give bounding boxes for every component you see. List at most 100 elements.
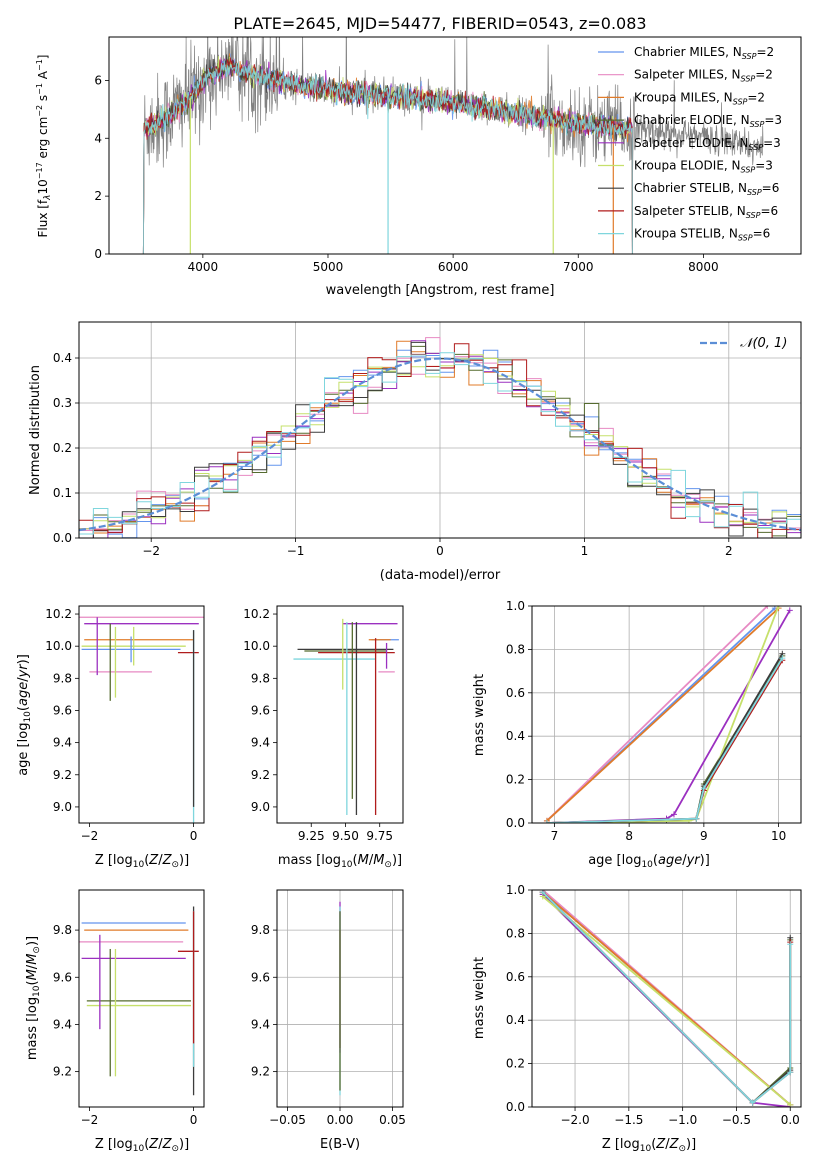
axis-ticks: 7 8 9 10 0.0 0.2 0.4 0.6 0.8 1.0 (506, 599, 786, 843)
legend-label: Chabrier MILES, NSSP=2 (634, 45, 774, 61)
y-tick-label: 0.1 (53, 486, 72, 500)
y-tick-label: 0.6 (506, 686, 525, 700)
plot-area (293, 618, 399, 815)
y-tick-label: 9.8 (53, 671, 72, 685)
mass-weight-line (542, 895, 791, 1106)
axis-ticks: −2 −1 0 1 2 0.0 0.1 0.2 0.3 0.4 (53, 351, 733, 558)
y-tick-label: 9.4 (251, 1017, 270, 1031)
axis-ticks: 9.25 9.50 9.75 9.0 9.2 9.4 9.6 9.8 10.0 10.2 (243, 607, 393, 843)
svg-text:Z [log10(Z/Z⊙)]: Z [log10(Z/Z⊙)] (602, 1137, 696, 1154)
svg-text:mass [log10(M/M⊙)]: mass [log10(M/M⊙)] (25, 936, 42, 1060)
x-tick-label: −0.5 (722, 1113, 751, 1127)
svg-text:age [log10(age/yr)]: age [log10(age/yr)] (16, 654, 33, 776)
legend-label: Kroupa ELODIE, NSSP=3 (634, 159, 773, 175)
y-tick-label: 0.2 (53, 441, 72, 455)
y-tick-label: 9.8 (251, 671, 270, 685)
plot-area (543, 606, 793, 823)
spectrum-xlabel: wavelength [Angstrom, rest frame] (326, 283, 555, 298)
y-tick-label: 9.4 (251, 736, 270, 750)
y-tick-label: 0.4 (506, 1013, 525, 1027)
svg-text:mass [log10(M/M⊙)]: mass [log10(M/M⊙)] (278, 853, 402, 870)
mass-weight-marker (693, 815, 700, 822)
legend-subscript: SSP (733, 97, 748, 106)
legend-value: =2 (755, 68, 773, 82)
legend-label: Salpeter STELIB, NSSP=6 (634, 204, 778, 220)
mass-weight-marker (787, 941, 794, 948)
x-tick-label: 9.50 (332, 829, 359, 843)
axes-frame (276, 605, 404, 824)
y-tick-label: 1.0 (506, 883, 525, 897)
mass-weight-marker (700, 785, 707, 792)
spectrum-ylabel: Flux [fλ10−17 erg cm−2 s−1 A−1] (35, 55, 53, 238)
y-tick-label: 2 (94, 189, 102, 203)
legend-label: Chabrier STELIB, NSSP=6 (634, 181, 779, 197)
y-tick-label: 0.0 (53, 531, 72, 545)
x-tick-label: −1.5 (614, 1113, 643, 1127)
x-tick-label: −1.0 (668, 1113, 697, 1127)
legend-label: Kroupa MILES, NSSP=2 (634, 90, 765, 106)
legend-value: =2 (747, 90, 765, 104)
x-tick-label: 5000 (313, 260, 344, 274)
y-tick-label: 0.2 (506, 1057, 525, 1071)
y-tick-label: 0.4 (506, 729, 525, 743)
y-tick-label: 0.2 (506, 773, 525, 787)
y-tick-label: 9.4 (53, 736, 72, 750)
residual-histogram-step (79, 352, 801, 535)
y-tick-label: 6 (94, 73, 102, 87)
legend-subscript: SSP (742, 52, 757, 61)
axes-frame (531, 889, 802, 1108)
legend-value: =3 (763, 136, 781, 150)
mass-weight-line (546, 657, 784, 823)
legend-value: =6 (760, 204, 778, 218)
y-tick-label: 0.0 (506, 1100, 525, 1114)
x-tick-label: 9.25 (298, 829, 325, 843)
y-tick-label: 9.2 (251, 768, 270, 782)
y-tick-label: 10.0 (45, 639, 72, 653)
mass-weight-marker (787, 1069, 794, 1076)
x-tick-label: 0 (436, 544, 444, 558)
residual-histogram-panel: −2 −1 0 1 2 0.0 0.1 0.2 0.3 0.4 𝒩(0, 1) (53, 321, 802, 558)
age-vs-mass-panel: 9.25 9.50 9.75 9.0 9.2 9.4 9.6 9.8 10.0 10.2 (243, 605, 404, 843)
y-tick-label: 0.3 (53, 396, 72, 410)
legend-value: =3 (764, 113, 782, 127)
svg-text:Z [log10(Z/Z⊙)]: Z [log10(Z/Z⊙)] (95, 1137, 189, 1154)
residual-xlabel: (data-model)/error (380, 568, 501, 583)
mass-weight-marker (670, 811, 677, 818)
x-tick-label: 0.0 (781, 1113, 800, 1127)
svg-text:mass weight: mass weight (472, 957, 487, 1039)
svg-text:age [log10(age/yr)]: age [log10(age/yr)] (588, 853, 710, 870)
x-tick-label: 8 (625, 829, 633, 843)
mass-weight-marker (764, 606, 771, 609)
axis-ticks: −2 0 9.0 9.2 9.4 9.6 9.8 10.0 10.2 (45, 607, 197, 843)
errorbar-point (81, 626, 186, 666)
x-tick-label: 0 (190, 1113, 198, 1127)
svg-text:Normed distribution: Normed distribution (28, 365, 43, 495)
residual-ylabel: Normed distribution (28, 365, 43, 495)
x-tick-label: 8000 (688, 260, 719, 274)
weight-vs-metallicity-panel: −2.0 −1.5 −1.0 −0.5 0.0 0.0 0.2 0.4 0.6 0.8 1.0 (506, 883, 802, 1127)
y-tick-label: 0.0 (506, 816, 525, 830)
mE-xlabel: E(B-V) (320, 1137, 360, 1152)
legend-label: Salpeter MILES, NSSP=2 (634, 68, 773, 84)
y-tick-label: 1.0 (506, 599, 525, 613)
observed-spectrum-line (143, 37, 764, 173)
mass-vs-metallicity-panel: −2 0 9.2 9.4 9.6 9.8 (53, 889, 205, 1127)
x-tick-label: 4000 (188, 260, 219, 274)
y-tick-label: 10.2 (45, 607, 72, 621)
y-tick-label: 9.4 (53, 1017, 72, 1031)
axes-frame (78, 321, 802, 539)
plot-area (79, 616, 204, 823)
svg-text:Flux [fλ10−17 erg cm−2 s−1 A−1: Flux [fλ10−17 erg cm−2 s−1 A−1] (35, 55, 53, 238)
axes-frame (78, 605, 205, 824)
y-tick-label: 9.8 (53, 923, 72, 937)
spectrum-panel: 4000 5000 6000 7000 8000 0 2 4 6 Chabrier MILES, … (94, 36, 802, 274)
y-tick-label: 0.8 (506, 926, 525, 940)
x-tick-label: 7 (551, 829, 559, 843)
y-tick-label: 9.0 (251, 800, 270, 814)
mass-weight-line (546, 607, 780, 822)
x-tick-label: −2.0 (560, 1113, 589, 1127)
x-tick-label: 6000 (438, 260, 469, 274)
age-vs-metallicity-panel: −2 0 9.0 9.2 9.4 9.6 9.8 10.0 10.2 (45, 605, 205, 843)
legend-value: =2 (756, 45, 774, 59)
